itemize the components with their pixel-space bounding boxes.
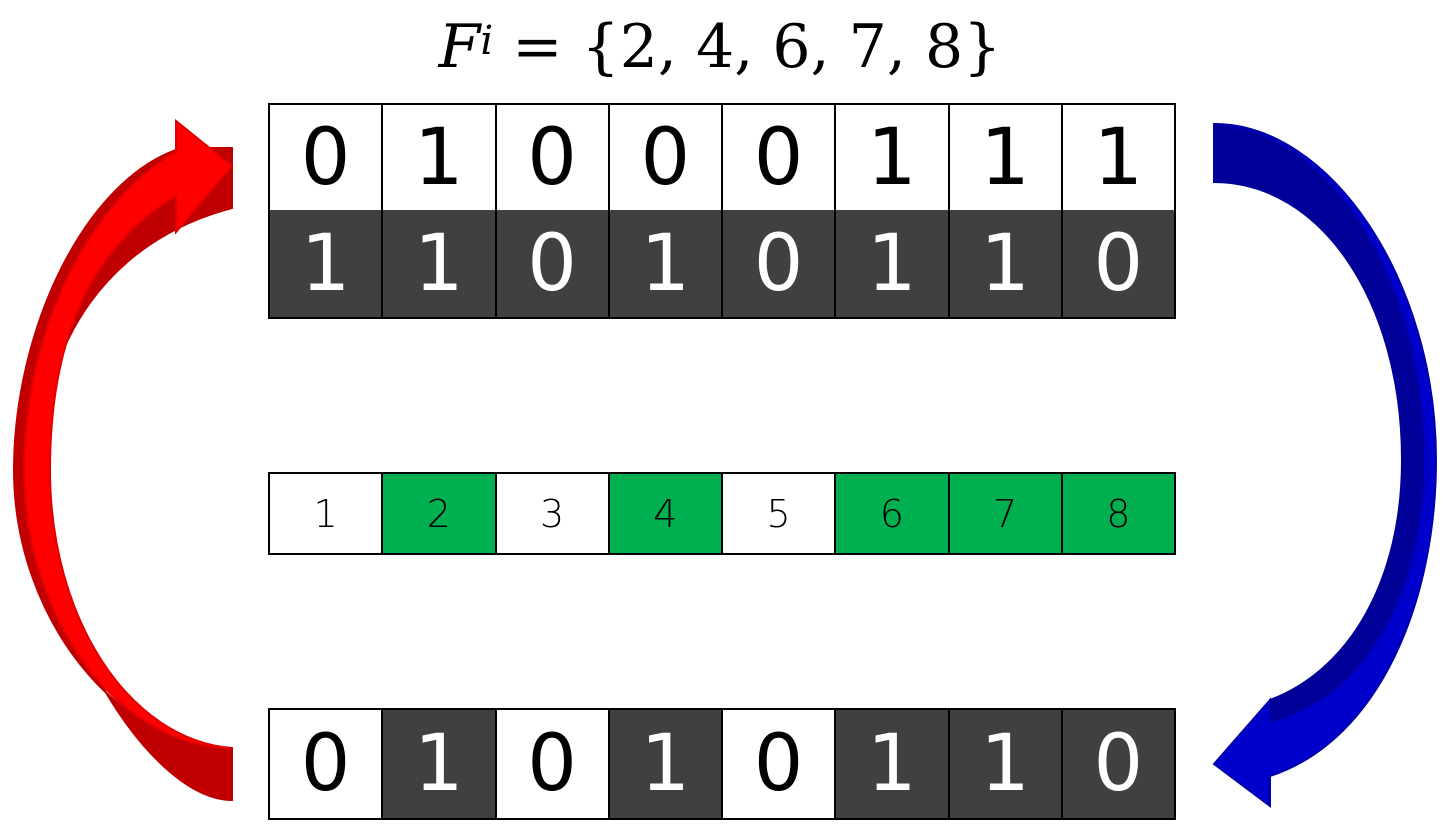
middle-cell-3: 0 — [494, 210, 608, 317]
formula-rhs: = {2, 4, 6, 7, 8} — [512, 12, 1002, 82]
top-cell-3: 0 — [494, 105, 608, 211]
red-cycle-arrow-front — [22, 118, 234, 749]
top-cell-4: 0 — [607, 105, 721, 211]
middle-cell-6: 1 — [834, 210, 948, 317]
bottom-cell-4: 1 — [607, 710, 721, 818]
middle-cell-4: 1 — [607, 210, 721, 317]
bottom-cell-3: 0 — [494, 710, 608, 818]
bottom-cell-2: 1 — [381, 710, 495, 818]
top-cell-6: 1 — [834, 105, 948, 211]
bottom-cell-5: 0 — [721, 710, 835, 818]
blue-cycle-arrow-front — [1212, 123, 1438, 808]
bottom-cell-8: 0 — [1060, 710, 1176, 818]
middle-cell-7: 1 — [947, 210, 1061, 317]
middle-cell-5: 0 — [721, 210, 835, 317]
middle-cell-2: 1 — [381, 210, 495, 317]
index-cell-1: 1 — [268, 474, 382, 553]
index-cell-7: 7 — [947, 474, 1061, 553]
index-cell-6: 6 — [834, 474, 948, 553]
index-cell-4: 4 — [607, 474, 721, 553]
index-cell-2: 2 — [381, 474, 495, 553]
top-cell-2: 1 — [381, 105, 495, 211]
index-cell-8: 8 — [1060, 474, 1176, 553]
middle-cell-8: 0 — [1060, 210, 1176, 317]
bottom-cell-7: 1 — [947, 710, 1061, 818]
index-cell-5: 5 — [721, 474, 835, 553]
index-cell-3: 3 — [494, 474, 608, 553]
top-cell-7: 1 — [947, 105, 1061, 211]
bottom-cell-6: 1 — [834, 710, 948, 818]
top-cell-8: 1 — [1060, 105, 1176, 211]
formula-symbol: F — [438, 12, 481, 82]
middle-cell-1: 1 — [268, 210, 382, 317]
bottom-cell-1: 0 — [268, 710, 382, 818]
top-cell-5: 0 — [721, 105, 835, 211]
formula-superscript: i — [480, 18, 494, 64]
top-cell-1: 0 — [268, 105, 382, 211]
